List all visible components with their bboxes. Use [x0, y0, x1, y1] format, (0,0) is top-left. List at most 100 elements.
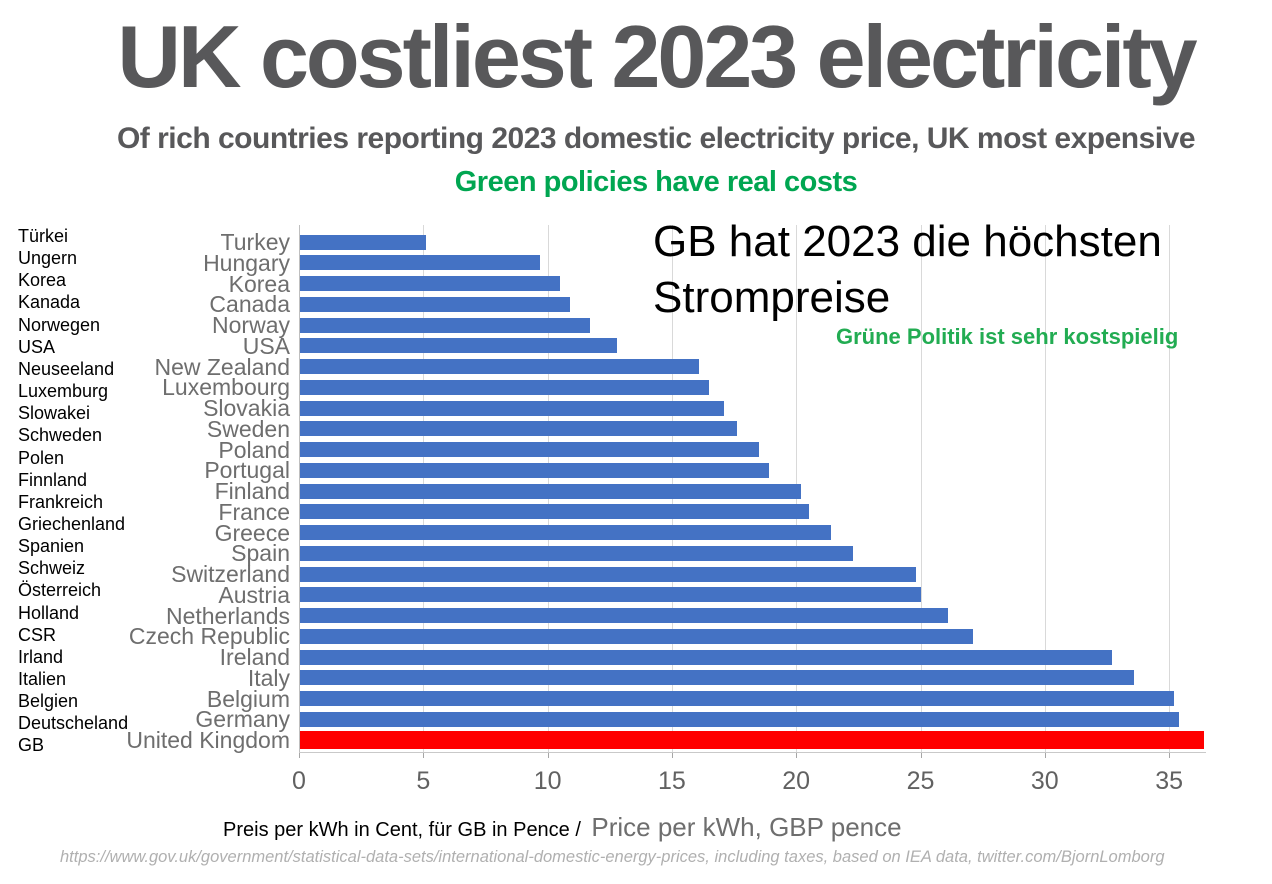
category-label-english: Canada — [209, 291, 290, 318]
category-label-german: Luxemburg — [18, 381, 109, 402]
x-tick-label: 10 — [533, 767, 562, 795]
category-label-german: Finnland — [18, 469, 88, 490]
x-axis-tick — [796, 752, 798, 758]
category-label-english: Italy — [247, 664, 290, 691]
bar-italy — [300, 670, 1135, 686]
x-axis-tick — [547, 752, 549, 758]
bar-turkey — [300, 234, 426, 250]
x-axis-tick — [920, 752, 922, 758]
annotation-german-line1: GB hat 2023 die höchsten — [653, 217, 1162, 266]
category-label-german: Neuseeland — [18, 358, 115, 379]
bar-sweden — [300, 421, 737, 437]
category-label-english: United Kingdom — [126, 727, 290, 753]
x-tick-label: 15 — [657, 767, 686, 795]
category-label-english: Turkey — [220, 229, 290, 255]
x-tick-label: 5 — [416, 767, 431, 795]
bar-france — [300, 504, 809, 520]
category-label-german: Ungern — [18, 248, 78, 269]
category-label-german: Holland — [18, 602, 80, 623]
y-axis-line — [299, 225, 300, 752]
page-subtitle: Of rich countries reporting 2023 domesti… — [116, 122, 1196, 155]
x-tick-label: 30 — [1030, 767, 1059, 795]
category-label-german: Italien — [18, 669, 67, 689]
category-label-german: Spanien — [18, 536, 85, 557]
x-tick-label: 20 — [782, 767, 811, 795]
bar-austria — [300, 587, 921, 603]
x-tick-label: 0 — [292, 767, 306, 795]
x-axis-line — [299, 752, 1207, 753]
annotation-german: GB hat 2023 die höchsten Strompreise — [653, 214, 1162, 326]
bar-luxembourg — [300, 379, 710, 395]
category-label-english: Spain — [231, 540, 290, 567]
bar-czech-republic — [300, 628, 973, 644]
bar-germany — [300, 711, 1180, 727]
bar-spain — [300, 545, 854, 561]
category-label-german: Österreich — [18, 580, 102, 601]
bar-norway — [300, 317, 590, 333]
category-label-english: Slovakia — [203, 395, 290, 421]
bar-portugal — [300, 462, 769, 478]
x-gridline — [1169, 225, 1171, 752]
category-label-german: Schweiz — [18, 558, 86, 579]
x-axis-title: Preis per kWh in Cent, für GB in Pence /… — [223, 812, 902, 843]
x-axis-tick — [1169, 752, 1171, 758]
bar-canada — [300, 296, 570, 312]
category-label-english: Hungary — [203, 249, 290, 276]
category-label-german: Deutscheland — [18, 713, 129, 734]
category-label-english: Ireland — [219, 644, 290, 670]
bar-korea — [300, 276, 561, 291]
category-label-english: Sweden — [206, 415, 290, 442]
x-gridline — [1044, 225, 1046, 752]
category-label-english: Portugal — [204, 457, 290, 484]
category-label-english: Norway — [212, 312, 290, 338]
category-label-english: Greece — [214, 519, 290, 546]
bar-finland — [300, 483, 802, 499]
bar-usa — [300, 338, 618, 354]
x-axis-title-german: Preis per kWh in Cent, für GB in Pence / — [223, 819, 581, 841]
bar-switzerland — [300, 566, 916, 582]
bar-united-kingdom-highlight — [300, 731, 1204, 749]
category-label-german: Belgien — [18, 691, 79, 712]
category-label-english: Czech Republic — [128, 623, 290, 650]
category-label-english: France — [218, 498, 290, 525]
category-label-german: Norwegen — [18, 314, 101, 335]
category-label-english: Poland — [218, 436, 290, 463]
category-label-english: Germany — [195, 706, 290, 733]
x-axis-tick — [671, 752, 673, 758]
category-label-english: Korea — [228, 270, 290, 297]
category-label-german: Irland — [18, 646, 64, 667]
category-label-english: Austria — [218, 581, 290, 608]
x-axis-tick — [299, 752, 300, 758]
category-label-german: Türkei — [18, 226, 69, 246]
bar-netherlands — [300, 608, 948, 623]
bar-belgium — [300, 691, 1175, 706]
annotation-german-line2: Strompreise — [653, 273, 891, 322]
bar-poland — [300, 442, 759, 457]
category-label-english: USA — [242, 332, 290, 359]
category-label-german: Kanada — [18, 292, 81, 313]
green-subtitle: Green policies have real costs — [454, 166, 858, 198]
category-label-german: Slowakei — [18, 403, 91, 424]
page-title: UK costliest 2023 electricity — [117, 7, 1197, 106]
bar-ireland — [300, 649, 1112, 665]
x-tick-label: 25 — [906, 767, 935, 795]
category-label-german: Frankreich — [18, 491, 104, 512]
annotation-german-green: Grüne Politik ist sehr kostspielig — [836, 324, 1179, 349]
x-axis-tick — [423, 752, 425, 758]
category-label-german: Korea — [18, 270, 67, 291]
category-label-english: Netherlands — [165, 602, 290, 629]
category-label-german: Polen — [18, 447, 65, 468]
category-label-german: Schweden — [18, 425, 103, 446]
x-gridline — [920, 225, 922, 752]
x-tick-label: 35 — [1155, 767, 1183, 795]
category-label-english: New Zealand — [154, 353, 290, 380]
category-label-german: CSR — [18, 624, 57, 645]
bar-greece — [300, 525, 831, 540]
bar-slovakia — [300, 400, 725, 416]
x-axis-tick — [1044, 752, 1046, 758]
x-axis-title-english: Price per kWh, GBP pence — [591, 812, 902, 842]
category-label-german: USA — [18, 336, 56, 357]
bar-hungary — [300, 255, 541, 271]
category-label-german: GB — [18, 735, 45, 756]
